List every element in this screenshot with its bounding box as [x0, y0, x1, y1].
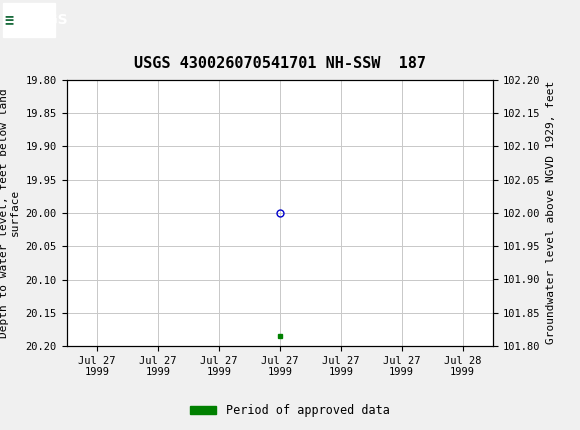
Title: USGS 430026070541701 NH-SSW  187: USGS 430026070541701 NH-SSW 187	[134, 56, 426, 71]
Text: USGS: USGS	[26, 13, 68, 27]
Y-axis label: Groundwater level above NGVD 1929, feet: Groundwater level above NGVD 1929, feet	[546, 81, 556, 344]
Bar	[3, 3, 55, 37]
Legend: Period of approved data: Period of approved data	[186, 399, 394, 422]
Y-axis label: Depth to water level, feet below land
surface: Depth to water level, feet below land su…	[0, 88, 20, 338]
Text: ≡: ≡	[5, 12, 14, 28]
